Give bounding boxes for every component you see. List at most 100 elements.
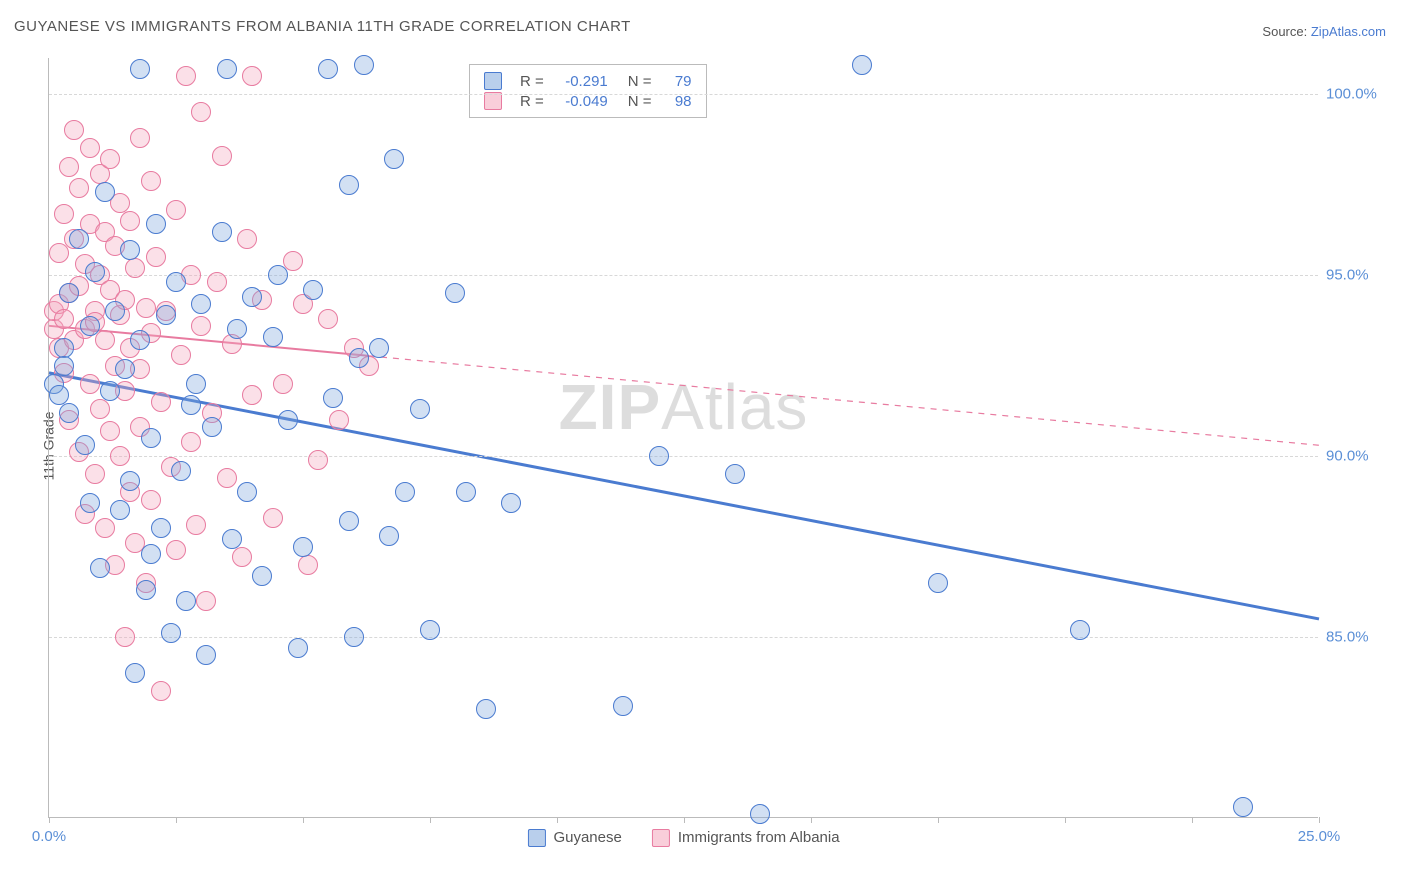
- scatter-point: [54, 338, 74, 358]
- scatter-point: [90, 558, 110, 578]
- x-tick-mark: [1065, 817, 1066, 823]
- scatter-point: [49, 385, 69, 405]
- x-tick-mark: [1192, 817, 1193, 823]
- x-tick-mark: [49, 817, 50, 823]
- scatter-point: [725, 464, 745, 484]
- plot-area: ZIPAtlas R =-0.291N =79R =-0.049N =98 Gu…: [48, 58, 1318, 818]
- scatter-point: [268, 265, 288, 285]
- scatter-point: [95, 182, 115, 202]
- x-tick-label: 25.0%: [1298, 828, 1341, 845]
- gridline: [49, 637, 1318, 638]
- scatter-point: [85, 262, 105, 282]
- source-link[interactable]: ZipAtlas.com: [1311, 24, 1386, 39]
- x-tick-mark: [1319, 817, 1320, 823]
- scatter-point: [130, 330, 150, 350]
- scatter-point: [318, 309, 338, 329]
- scatter-point: [323, 388, 343, 408]
- legend-item: Guyanese: [527, 829, 621, 847]
- legend-swatch: [652, 829, 670, 847]
- scatter-point: [105, 301, 125, 321]
- scatter-point: [130, 59, 150, 79]
- scatter-point: [329, 410, 349, 430]
- scatter-point: [252, 566, 272, 586]
- x-tick-mark: [303, 817, 304, 823]
- gridline: [49, 456, 1318, 457]
- scatter-point: [384, 149, 404, 169]
- scatter-point: [369, 338, 389, 358]
- scatter-point: [196, 591, 216, 611]
- scatter-point: [130, 128, 150, 148]
- scatter-point: [852, 55, 872, 75]
- x-tick-mark: [557, 817, 558, 823]
- legend-label: Guyanese: [553, 829, 621, 846]
- scatter-point: [928, 573, 948, 593]
- source-credit: Source: ZipAtlas.com: [1262, 24, 1386, 39]
- scatter-point: [64, 120, 84, 140]
- scatter-point: [136, 580, 156, 600]
- scatter-point: [750, 804, 770, 824]
- scatter-point: [354, 55, 374, 75]
- scatter-point: [80, 138, 100, 158]
- y-tick-label: 85.0%: [1326, 629, 1396, 646]
- scatter-point: [242, 287, 262, 307]
- trend-lines: [49, 58, 1319, 818]
- scatter-point: [115, 627, 135, 647]
- legend-swatch: [527, 829, 545, 847]
- y-tick-label: 95.0%: [1326, 267, 1396, 284]
- scatter-point: [141, 171, 161, 191]
- scatter-point: [146, 247, 166, 267]
- scatter-point: [501, 493, 521, 513]
- scatter-point: [212, 146, 232, 166]
- scatter-point: [318, 59, 338, 79]
- scatter-point: [379, 526, 399, 546]
- scatter-point: [288, 638, 308, 658]
- scatter-point: [100, 421, 120, 441]
- scatter-point: [120, 240, 140, 260]
- scatter-point: [339, 175, 359, 195]
- legend-label: Immigrants from Albania: [678, 829, 840, 846]
- gridline: [49, 275, 1318, 276]
- scatter-point: [476, 699, 496, 719]
- scatter-point: [90, 399, 110, 419]
- scatter-point: [303, 280, 323, 300]
- scatter-point: [151, 392, 171, 412]
- scatter-point: [349, 348, 369, 368]
- scatter-point: [141, 544, 161, 564]
- scatter-point: [191, 102, 211, 122]
- scatter-point: [456, 482, 476, 502]
- scatter-point: [186, 374, 206, 394]
- x-tick-mark: [811, 817, 812, 823]
- chart-container: GUYANESE VS IMMIGRANTS FROM ALBANIA 11TH…: [0, 0, 1406, 892]
- scatter-point: [120, 471, 140, 491]
- scatter-point: [166, 540, 186, 560]
- scatter-point: [115, 359, 135, 379]
- scatter-point: [395, 482, 415, 502]
- scatter-point: [110, 446, 130, 466]
- scatter-point: [278, 410, 298, 430]
- scatter-point: [161, 623, 181, 643]
- scatter-point: [59, 283, 79, 303]
- scatter-point: [136, 298, 156, 318]
- scatter-point: [80, 316, 100, 336]
- scatter-point: [613, 696, 633, 716]
- scatter-point: [95, 330, 115, 350]
- x-tick-mark: [938, 817, 939, 823]
- scatter-point: [237, 482, 257, 502]
- scatter-point: [273, 374, 293, 394]
- scatter-point: [420, 620, 440, 640]
- scatter-point: [196, 645, 216, 665]
- scatter-point: [445, 283, 465, 303]
- x-tick-mark: [684, 817, 685, 823]
- scatter-point: [344, 627, 364, 647]
- scatter-point: [110, 500, 130, 520]
- scatter-point: [217, 468, 237, 488]
- scatter-point: [649, 446, 669, 466]
- scatter-point: [202, 417, 222, 437]
- scatter-point: [181, 432, 201, 452]
- scatter-point: [227, 319, 247, 339]
- scatter-point: [141, 490, 161, 510]
- series-legend: Guyanese Immigrants from Albania: [527, 829, 839, 847]
- scatter-point: [212, 222, 232, 242]
- scatter-point: [125, 258, 145, 278]
- scatter-point: [171, 345, 191, 365]
